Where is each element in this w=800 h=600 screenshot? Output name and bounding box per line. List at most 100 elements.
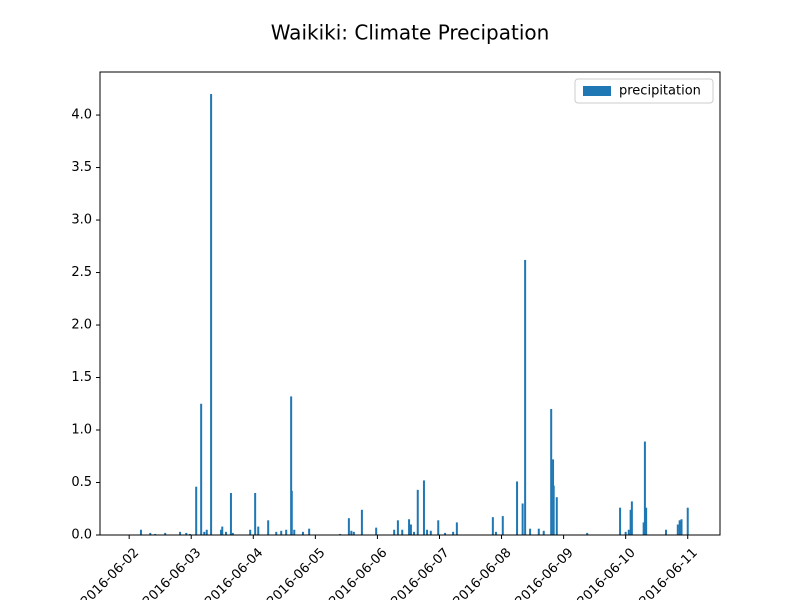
bar xyxy=(308,528,311,535)
bar xyxy=(350,530,353,535)
bar xyxy=(624,531,627,535)
bar xyxy=(627,529,630,535)
bar xyxy=(437,520,440,535)
x-tick-label: 2016-06-10 xyxy=(575,545,639,600)
x-tick-label: 2016-06-09 xyxy=(513,545,577,600)
bar xyxy=(413,531,416,535)
y-tick-label: 1.0 xyxy=(71,423,92,438)
y-tick-label: 3.0 xyxy=(71,213,92,228)
x-tick-label: 2016-06-11 xyxy=(637,545,701,600)
x-tick-label: 2016-06-02 xyxy=(78,545,142,600)
bar xyxy=(285,529,288,535)
bar xyxy=(249,529,252,535)
y-tick-label: 2.5 xyxy=(71,265,92,280)
bar xyxy=(221,526,224,535)
y-tick-label: 3.5 xyxy=(71,160,92,175)
bar xyxy=(529,528,532,535)
bar xyxy=(645,507,648,535)
bar xyxy=(185,532,188,535)
bar xyxy=(164,532,167,535)
bar xyxy=(267,520,270,535)
y-tick-label: 1.5 xyxy=(71,370,92,385)
bar xyxy=(290,490,293,535)
bar xyxy=(426,529,429,535)
bar xyxy=(643,441,646,535)
bar xyxy=(452,531,455,535)
bar xyxy=(360,509,363,535)
bar xyxy=(676,524,679,535)
x-tick-label: 2016-06-04 xyxy=(202,545,266,600)
bar xyxy=(586,532,589,535)
bar xyxy=(149,532,152,535)
x-tick-label: 2016-06-06 xyxy=(326,545,390,600)
bar xyxy=(537,528,540,535)
bar xyxy=(257,526,260,535)
bar xyxy=(293,529,296,535)
bar xyxy=(524,259,527,535)
bar xyxy=(254,493,257,535)
legend: precipitation xyxy=(574,78,714,104)
bar xyxy=(195,486,198,535)
bar xyxy=(619,507,622,535)
bar xyxy=(231,532,234,535)
bar xyxy=(393,529,396,535)
bar xyxy=(444,532,447,535)
bar xyxy=(154,533,157,535)
x-tick-label: 2016-06-08 xyxy=(451,545,515,600)
bar xyxy=(516,481,519,535)
bar xyxy=(491,517,494,535)
bar xyxy=(275,531,278,535)
bar xyxy=(686,507,689,535)
bar xyxy=(401,529,404,535)
bar xyxy=(188,533,191,535)
bar xyxy=(550,409,553,535)
bar xyxy=(200,403,203,535)
bar xyxy=(205,529,208,535)
bar xyxy=(680,519,683,535)
bar xyxy=(409,524,412,535)
bar xyxy=(301,531,304,535)
bar xyxy=(408,519,411,535)
bar xyxy=(396,520,399,535)
bar xyxy=(416,489,419,535)
bar xyxy=(501,516,504,535)
bar xyxy=(224,531,227,535)
bar xyxy=(220,529,223,535)
bar xyxy=(542,530,545,535)
x-tick-label: 2016-06-03 xyxy=(140,545,204,600)
bar xyxy=(642,522,645,535)
bar xyxy=(210,94,213,536)
bar xyxy=(678,520,681,535)
y-tick-label: 0.5 xyxy=(71,475,92,490)
bar xyxy=(422,480,425,535)
bar xyxy=(203,531,206,535)
bar xyxy=(229,493,232,535)
bar xyxy=(375,527,378,535)
bar xyxy=(494,531,497,535)
legend-box xyxy=(574,78,714,104)
y-tick-label: 2.0 xyxy=(71,318,92,333)
bar xyxy=(455,522,458,535)
chart-title: Waikiki: Climate Precipation xyxy=(271,21,550,45)
bar xyxy=(339,533,342,535)
bar xyxy=(347,518,350,535)
y-tick-label: 0.0 xyxy=(71,528,92,543)
bar xyxy=(665,529,668,535)
bar xyxy=(179,531,182,535)
bar xyxy=(630,501,633,535)
bar xyxy=(139,529,142,535)
bar xyxy=(290,396,293,535)
y-tick-label: 4.0 xyxy=(71,108,92,123)
bar xyxy=(521,503,524,535)
bar xyxy=(552,485,555,535)
x-tick-label: 2016-06-07 xyxy=(388,545,452,600)
bar xyxy=(280,530,283,535)
bar xyxy=(352,531,355,535)
legend-label: precipitation xyxy=(619,84,701,99)
plot-frame xyxy=(99,71,721,536)
bar xyxy=(555,497,558,535)
bar xyxy=(429,530,432,535)
x-tick-label: 2016-06-05 xyxy=(264,545,328,600)
